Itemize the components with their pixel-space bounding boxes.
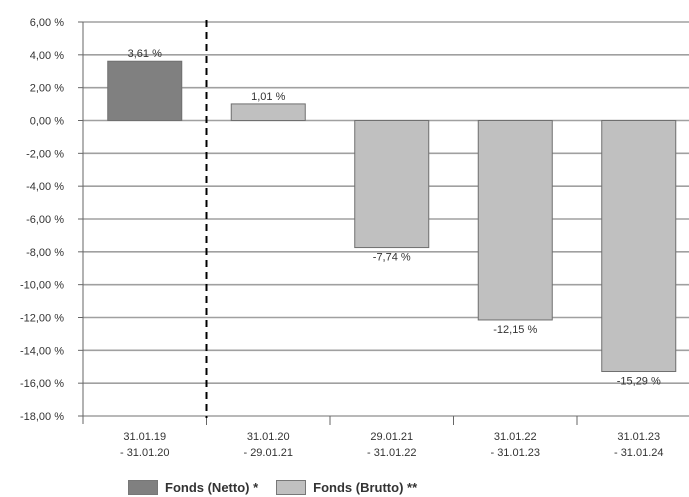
x-tick-label: 31.01.20: [247, 431, 290, 443]
y-tick-label: -4,00 %: [26, 181, 64, 193]
y-tick-label: 2,00 %: [30, 83, 64, 95]
x-tick-label: - 31.01.23: [490, 447, 540, 459]
x-tick-label: - 29.01.21: [243, 447, 293, 459]
data-label: 3,61 %: [128, 48, 162, 60]
y-tick-label: 4,00 %: [30, 50, 64, 62]
x-tick-label: 31.01.23: [617, 431, 660, 443]
bar: [601, 120, 677, 373]
y-tick-label: 0,00 %: [30, 116, 64, 128]
x-tick-label: - 31.01.24: [614, 447, 664, 459]
x-tick-label: 31.01.19: [123, 431, 166, 443]
bar: [230, 103, 306, 121]
chart-legend: Fonds (Netto) * Fonds (Brutto) **: [128, 478, 435, 496]
legend-label-netto: Fonds (Netto) *: [165, 479, 259, 495]
x-tick-label: - 31.01.22: [367, 447, 417, 459]
y-tick-label: -2,00 %: [26, 148, 64, 160]
y-tick-label: -10,00 %: [20, 280, 64, 292]
bar: [477, 120, 553, 321]
legend-swatch-brutto: [276, 479, 307, 495]
bar: [107, 60, 183, 121]
legend-item-brutto: Fonds (Brutto) **: [276, 479, 418, 495]
y-tick-label: -14,00 %: [20, 345, 64, 357]
data-label: -15,29 %: [617, 376, 661, 388]
y-tick-label: -6,00 %: [26, 214, 64, 226]
legend-label-brutto: Fonds (Brutto) **: [313, 479, 418, 495]
y-tick-label: -18,00 %: [20, 411, 64, 423]
data-label: 1,01 %: [251, 91, 285, 103]
y-tick-label: -8,00 %: [26, 247, 64, 259]
data-label: -12,15 %: [493, 324, 537, 336]
x-tick-label: - 31.01.20: [120, 447, 170, 459]
x-tick-label: 31.01.22: [494, 431, 537, 443]
x-tick-label: 29.01.21: [370, 431, 413, 443]
y-tick-label: 6,00 %: [30, 17, 64, 29]
y-tick-label: -12,00 %: [20, 313, 64, 325]
legend-swatch-netto: [128, 479, 158, 495]
legend-item-netto: Fonds (Netto) *: [128, 479, 259, 495]
bar: [354, 120, 430, 249]
y-tick-label: -16,00 %: [20, 378, 64, 390]
data-label: -7,74 %: [373, 252, 411, 264]
performance-chart: 6,00 % 4,00 % 2,00 % 0,00 % -2,00 % -4,00 % -6…: [20, 17, 689, 459]
